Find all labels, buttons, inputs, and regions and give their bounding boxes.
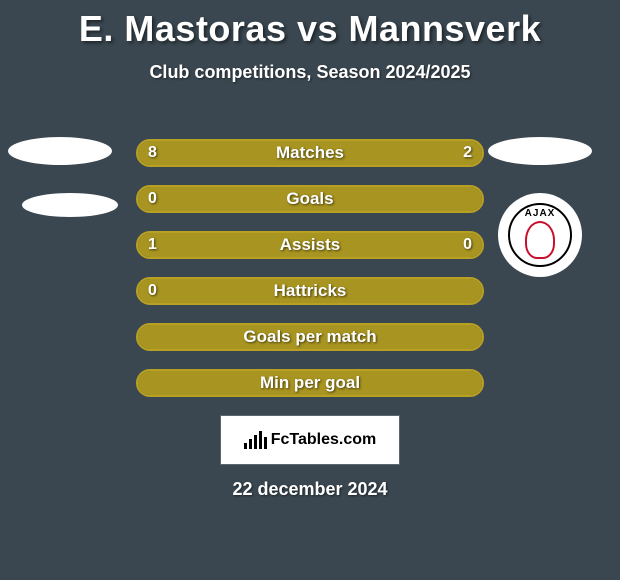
ajax-logo-head	[525, 221, 555, 259]
page-subtitle: Club competitions, Season 2024/2025	[0, 62, 620, 83]
stat-value-left: 8	[138, 141, 167, 165]
right-club-logo-ajax: AJAX	[498, 193, 582, 277]
stat-row: Assists1 0	[136, 231, 484, 259]
brand-text: FcTables.com	[271, 431, 377, 449]
page-title: E. Mastoras vs Mannsverk	[0, 0, 620, 50]
stat-label: Matches	[138, 141, 482, 165]
stat-value-right: 2	[453, 141, 482, 165]
comparison-chart: AJAX Matches82Goals0Assists10Hattricks0G…	[0, 113, 620, 500]
stat-label: Min per goal	[138, 371, 482, 395]
stat-value-left: 0	[138, 187, 167, 211]
stat-value-left: 1	[138, 233, 167, 257]
stat-label: Goals	[138, 187, 482, 211]
stat-label: Assists	[138, 233, 482, 257]
brand-bars-icon	[244, 431, 267, 449]
stat-row: Goals per match	[136, 323, 484, 351]
brand-badge: FcTables.com	[220, 415, 400, 465]
stat-row: Goals0	[136, 185, 484, 213]
ajax-logo-inner: AJAX	[508, 203, 572, 267]
stat-value-left: 0	[138, 279, 167, 303]
ajax-logo-text: AJAX	[525, 208, 556, 219]
left-player-badge-1	[8, 137, 112, 165]
right-player-badge-1	[488, 137, 592, 165]
stat-row: Min per goal	[136, 369, 484, 397]
stat-label: Hattricks	[138, 279, 482, 303]
footer-date: 22 december 2024	[0, 479, 620, 500]
stat-row: Matches8 2	[136, 139, 484, 167]
left-player-badge-2	[22, 193, 118, 217]
stat-label: Goals per match	[138, 325, 482, 349]
stat-value-right: 0	[453, 233, 482, 257]
stat-row: Hattricks0	[136, 277, 484, 305]
